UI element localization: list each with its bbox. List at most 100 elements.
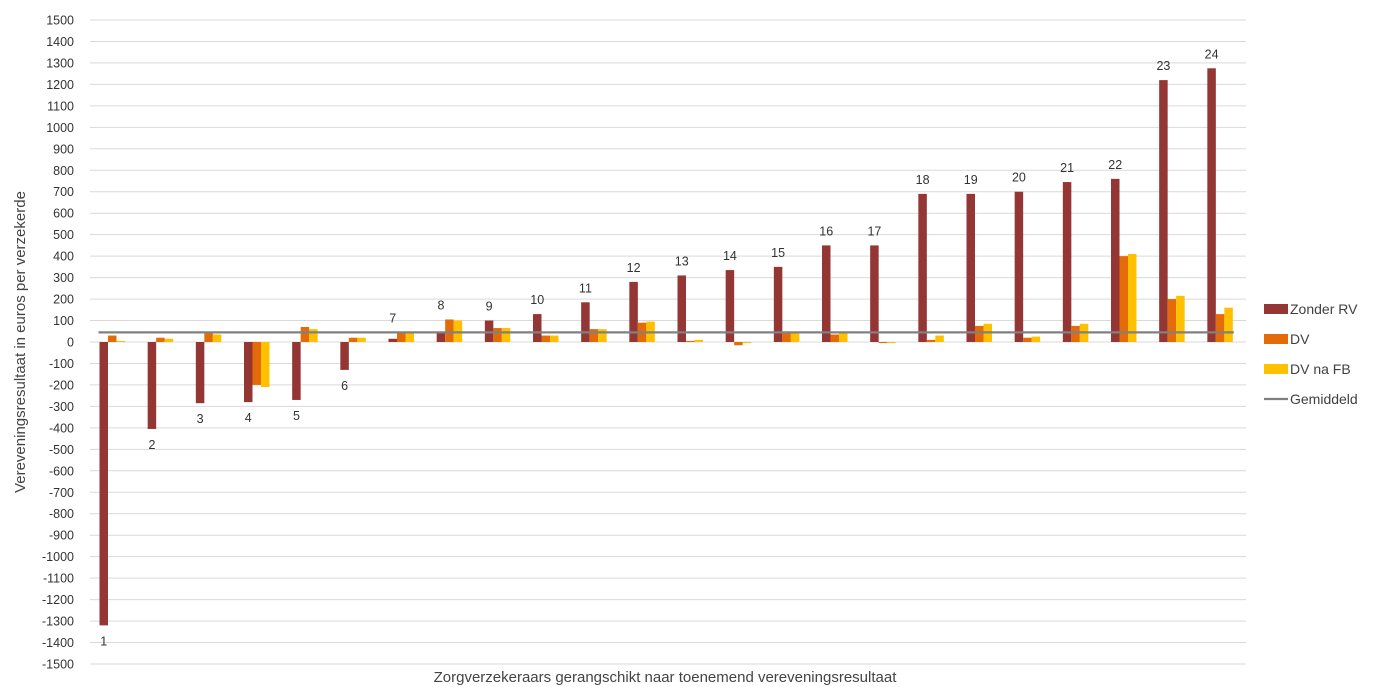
bar [1128, 253, 1137, 342]
bar [1119, 256, 1128, 342]
category-label: 17 [867, 224, 881, 238]
category-label: 5 [293, 409, 300, 423]
bar [1062, 182, 1072, 342]
bar [1023, 337, 1032, 342]
bar [589, 329, 599, 342]
y-axis-title: Vereveningsresultaat in euros per verzek… [12, 191, 29, 493]
legend-label: Gemiddeld [1290, 391, 1358, 407]
category-label: 11 [579, 281, 592, 295]
category-label: 14 [723, 249, 737, 263]
y-tick-label: 1100 [47, 99, 74, 113]
y-tick-label: 800 [53, 164, 74, 178]
y-tick-label: 1500 [46, 14, 74, 28]
y-tick-label: -400 [49, 421, 74, 435]
bar [1224, 307, 1233, 342]
y-tick-label: -900 [49, 529, 74, 543]
bar [292, 342, 301, 400]
bar [309, 329, 318, 342]
bar [1071, 325, 1080, 342]
y-tick-label: 1000 [46, 121, 74, 135]
bar [694, 339, 703, 342]
y-tick-label: -300 [49, 400, 74, 414]
bar [195, 342, 205, 404]
bar [397, 332, 406, 342]
bar [493, 328, 502, 342]
bar [541, 335, 550, 342]
category-label: 7 [389, 311, 396, 325]
category-label: 1 [100, 634, 107, 648]
bar [116, 340, 125, 342]
category-label: 21 [1060, 161, 1074, 175]
y-tick-label: 900 [53, 142, 74, 156]
y-tick-label: -1000 [42, 550, 74, 564]
legend-item: DV na FB [1264, 361, 1351, 377]
bar [1031, 336, 1041, 342]
category-label: 9 [486, 300, 493, 314]
y-tick-label: 600 [53, 207, 74, 221]
bar [734, 342, 743, 346]
bar [1111, 178, 1120, 342]
category-label: 6 [341, 379, 348, 393]
bar [445, 319, 454, 342]
bar [212, 334, 222, 342]
category-label: 8 [437, 298, 444, 312]
category-label: 23 [1156, 59, 1170, 73]
bar [550, 335, 559, 342]
bar [878, 342, 888, 344]
bar [629, 281, 638, 342]
bar [244, 342, 253, 403]
y-tick-label: -1300 [42, 615, 74, 629]
category-label: 18 [916, 173, 930, 187]
bar [1159, 80, 1168, 343]
legend: Zonder RV DV DV na FB Gemiddeld [1264, 301, 1358, 407]
bar [147, 342, 157, 429]
bar [252, 342, 261, 385]
bars [99, 68, 1233, 626]
legend-label: DV [1290, 331, 1310, 347]
bar [261, 342, 270, 388]
bar [1207, 68, 1216, 343]
y-tick-label: -800 [49, 507, 74, 521]
y-tick-label: -200 [49, 378, 74, 392]
y-tick-label: -1500 [42, 658, 74, 672]
y-tick-label: -700 [49, 486, 74, 500]
category-label: 13 [675, 254, 689, 268]
legend-item: DV [1264, 331, 1310, 347]
bar [677, 275, 686, 342]
y-tick-label: 1300 [46, 56, 74, 70]
category-label: 24 [1205, 47, 1219, 61]
bar [164, 338, 174, 342]
bar [1167, 299, 1177, 342]
bar [388, 338, 397, 342]
category-label: 16 [819, 224, 833, 238]
bar [966, 193, 975, 342]
y-tick-label: 300 [53, 271, 74, 285]
bar [501, 328, 511, 342]
bar [839, 332, 848, 342]
bar [926, 339, 936, 342]
bar [935, 335, 944, 342]
legend-swatch [1264, 364, 1288, 374]
y-tick-label: -1200 [42, 593, 74, 607]
y-tick-label: 1200 [46, 78, 74, 92]
y-tick-label: 1400 [46, 35, 74, 49]
category-label: 15 [771, 246, 785, 260]
category-label: 20 [1012, 171, 1026, 185]
bar [1176, 295, 1185, 342]
bar [204, 332, 213, 342]
legend-swatch [1264, 334, 1288, 344]
y-tick-label: -1400 [42, 636, 74, 650]
legend-label: Zonder RV [1290, 301, 1358, 317]
bar [436, 332, 446, 342]
y-tick-label: -100 [49, 357, 74, 371]
bar [1014, 191, 1024, 342]
bar [975, 325, 984, 342]
bar [1215, 314, 1225, 342]
bar [108, 335, 117, 342]
bar [156, 337, 165, 342]
y-tick-label: 200 [53, 293, 74, 307]
bar [357, 337, 366, 342]
legend-label: DV na FB [1290, 361, 1351, 377]
